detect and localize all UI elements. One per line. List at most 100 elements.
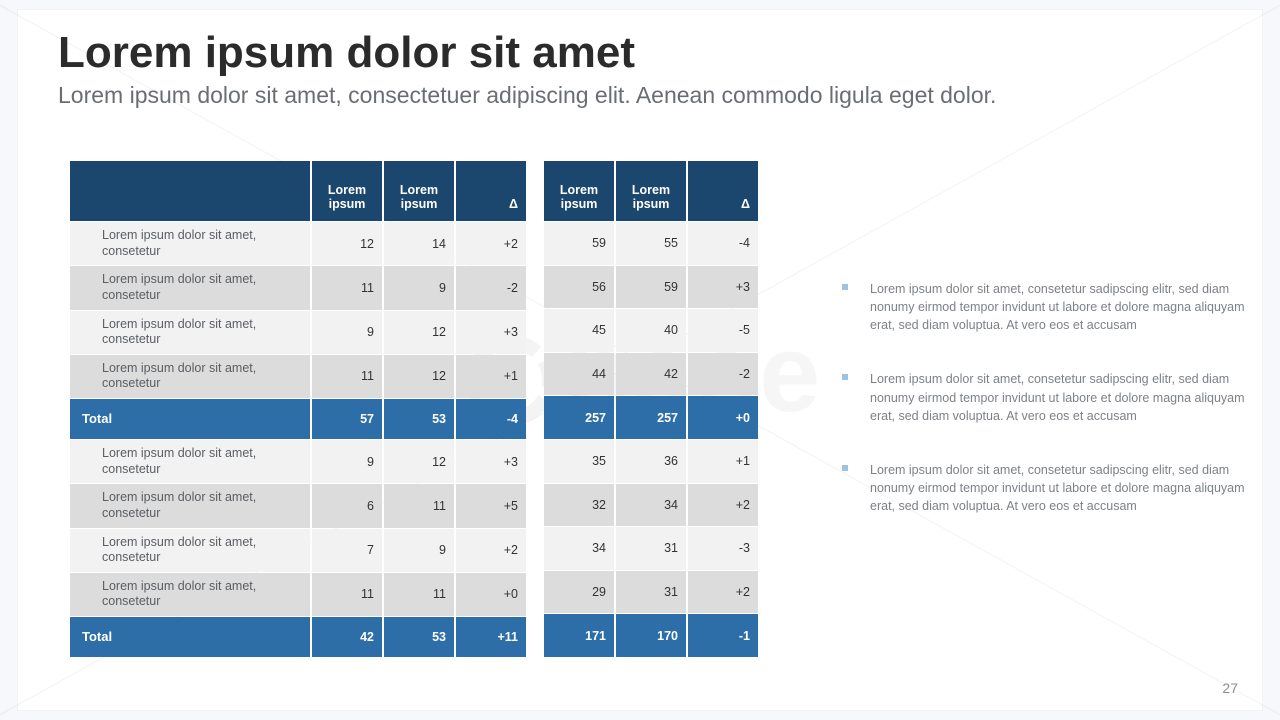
- cell: 31: [616, 571, 686, 614]
- cell: 11: [312, 573, 382, 616]
- th-delta: Δ: [688, 161, 758, 221]
- cell: 31: [616, 527, 686, 570]
- table-row: 32 34 +2: [544, 484, 758, 527]
- th-blank: [70, 161, 310, 221]
- table-row: 45 40 -5: [544, 309, 758, 352]
- cell: -4: [688, 222, 758, 265]
- row-label: Lorem ipsum dolor sit amet, consetetur: [70, 222, 310, 265]
- side-notes: Lorem ipsum dolor sit amet, consetetur s…: [828, 280, 1248, 551]
- cell: +0: [688, 396, 758, 439]
- cell: +0: [456, 573, 526, 616]
- table-row: Lorem ipsum dolor sit amet, consetetur 6…: [70, 484, 526, 527]
- cell: 9: [312, 311, 382, 354]
- cell: 36: [616, 440, 686, 483]
- cell: 57: [312, 399, 382, 439]
- bullet-icon: [842, 374, 848, 380]
- bullet-icon: [842, 465, 848, 471]
- cell: +1: [456, 355, 526, 398]
- cell: 45: [544, 309, 614, 352]
- row-label: Lorem ipsum dolor sit amet, consetetur: [70, 355, 310, 398]
- table-row: 56 59 +3: [544, 266, 758, 309]
- cell: +2: [456, 529, 526, 572]
- cell: 56: [544, 266, 614, 309]
- th-col1: Lorem ipsum: [544, 161, 614, 221]
- table-total-row: 171 170 -1: [544, 614, 758, 657]
- table-right: Lorem ipsum Lorem ipsum Δ 59 55 -4 56 59…: [542, 160, 760, 658]
- side-note-item: Lorem ipsum dolor sit amet, consetetur s…: [828, 461, 1248, 515]
- table-total-row: Total 57 53 -4: [70, 399, 526, 439]
- total-label: Total: [70, 617, 310, 657]
- cell: +3: [688, 266, 758, 309]
- table-row: Lorem ipsum dolor sit amet, consetetur 1…: [70, 222, 526, 265]
- side-note-item: Lorem ipsum dolor sit amet, consetetur s…: [828, 280, 1248, 334]
- total-label: Total: [70, 399, 310, 439]
- cell: 11: [384, 573, 454, 616]
- cell: 55: [616, 222, 686, 265]
- cell: +3: [456, 311, 526, 354]
- table-row: 44 42 -2: [544, 353, 758, 396]
- cell: 59: [544, 222, 614, 265]
- page-number: 27: [1222, 680, 1238, 696]
- cell: +2: [456, 222, 526, 265]
- side-note-item: Lorem ipsum dolor sit amet, consetetur s…: [828, 370, 1248, 424]
- cell: 42: [312, 617, 382, 657]
- cell: 9: [384, 529, 454, 572]
- tables: Lorem ipsum Lorem ipsum Δ Lorem ipsum do…: [68, 160, 760, 658]
- cell: 53: [384, 399, 454, 439]
- cell: 32: [544, 484, 614, 527]
- row-label: Lorem ipsum dolor sit amet, consetetur: [70, 484, 310, 527]
- cell: +3: [456, 440, 526, 483]
- th-col2: Lorem ipsum: [384, 161, 454, 221]
- cell: -2: [688, 353, 758, 396]
- table-total-row: 257 257 +0: [544, 396, 758, 439]
- cell: 12: [384, 311, 454, 354]
- side-note-text: Lorem ipsum dolor sit amet, consetetur s…: [870, 463, 1245, 513]
- cell: 9: [312, 440, 382, 483]
- cell: 257: [544, 396, 614, 439]
- row-label: Lorem ipsum dolor sit amet, consetetur: [70, 440, 310, 483]
- row-label: Lorem ipsum dolor sit amet, consetetur: [70, 266, 310, 309]
- side-note-text: Lorem ipsum dolor sit amet, consetetur s…: [870, 282, 1245, 332]
- cell: 34: [616, 484, 686, 527]
- cell: -4: [456, 399, 526, 439]
- cell: +5: [456, 484, 526, 527]
- row-label: Lorem ipsum dolor sit amet, consetetur: [70, 573, 310, 616]
- cell: +11: [456, 617, 526, 657]
- cell: 42: [616, 353, 686, 396]
- cell: 6: [312, 484, 382, 527]
- cell: 11: [312, 355, 382, 398]
- side-note-text: Lorem ipsum dolor sit amet, consetetur s…: [870, 372, 1245, 422]
- table-left: Lorem ipsum Lorem ipsum Δ Lorem ipsum do…: [68, 160, 528, 658]
- cell: -1: [688, 614, 758, 657]
- cell: +2: [688, 571, 758, 614]
- cell: 9: [384, 266, 454, 309]
- table-row: Lorem ipsum dolor sit amet, consetetur 1…: [70, 266, 526, 309]
- table-row: Lorem ipsum dolor sit amet, consetetur 7…: [70, 529, 526, 572]
- cell: +1: [688, 440, 758, 483]
- table-row: 29 31 +2: [544, 571, 758, 614]
- cell: 171: [544, 614, 614, 657]
- cell: 14: [384, 222, 454, 265]
- cell: 53: [384, 617, 454, 657]
- table-row: Lorem ipsum dolor sit amet, consetetur 9…: [70, 440, 526, 483]
- table-row: 34 31 -3: [544, 527, 758, 570]
- table-total-row: Total 42 53 +11: [70, 617, 526, 657]
- row-label: Lorem ipsum dolor sit amet, consetetur: [70, 529, 310, 572]
- slide: base Lorem ipsum dolor sit amet Lorem ip…: [18, 10, 1262, 710]
- cell: 12: [384, 440, 454, 483]
- cell: -5: [688, 309, 758, 352]
- cell: 12: [312, 222, 382, 265]
- cell: 7: [312, 529, 382, 572]
- table-row: Lorem ipsum dolor sit amet, consetetur 9…: [70, 311, 526, 354]
- cell: 11: [312, 266, 382, 309]
- cell: 11: [384, 484, 454, 527]
- table-row: 59 55 -4: [544, 222, 758, 265]
- page-subtitle: Lorem ipsum dolor sit amet, consectetuer…: [58, 82, 996, 109]
- cell: 29: [544, 571, 614, 614]
- cell: -2: [456, 266, 526, 309]
- cell: 40: [616, 309, 686, 352]
- page-title: Lorem ipsum dolor sit amet: [58, 28, 635, 78]
- bullet-icon: [842, 284, 848, 290]
- row-label: Lorem ipsum dolor sit amet, consetetur: [70, 311, 310, 354]
- cell: 257: [616, 396, 686, 439]
